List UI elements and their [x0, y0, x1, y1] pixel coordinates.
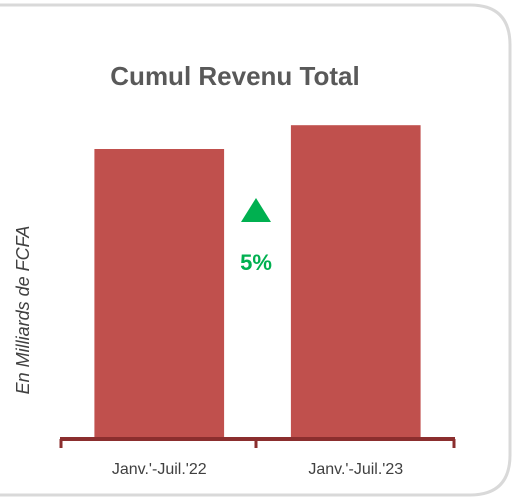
- annotation: 5%: [240, 250, 272, 275]
- chart-title: Cumul Revenu Total: [110, 61, 359, 91]
- y-axis-label: En Milliards de FCFA: [13, 226, 33, 395]
- x-tick-label: Janv.'-Juil.'22: [112, 461, 207, 478]
- bar: [94, 149, 225, 438]
- up-arrow: [241, 198, 271, 222]
- bar: [290, 125, 421, 438]
- plot: Janv.'-Juil.'22 Janv.'-Juil.'23: [94, 125, 421, 478]
- x-tick-label: Janv.'-Juil.'23: [308, 461, 403, 478]
